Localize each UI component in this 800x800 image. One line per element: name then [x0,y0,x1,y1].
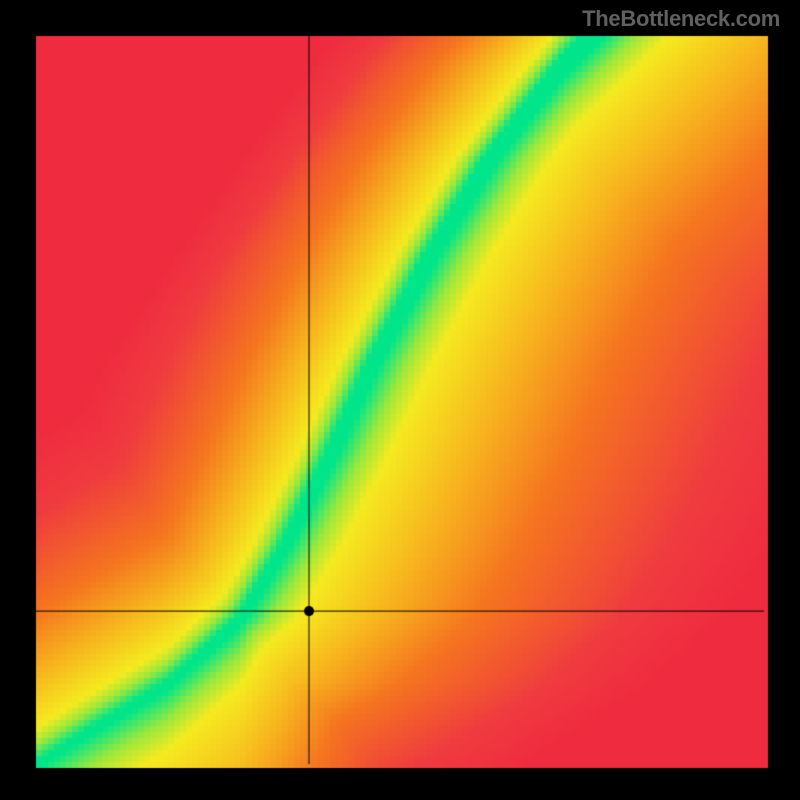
bottleneck-heatmap [0,0,800,800]
chart-container: TheBottleneck.com [0,0,800,800]
watermark-text: TheBottleneck.com [582,6,780,32]
